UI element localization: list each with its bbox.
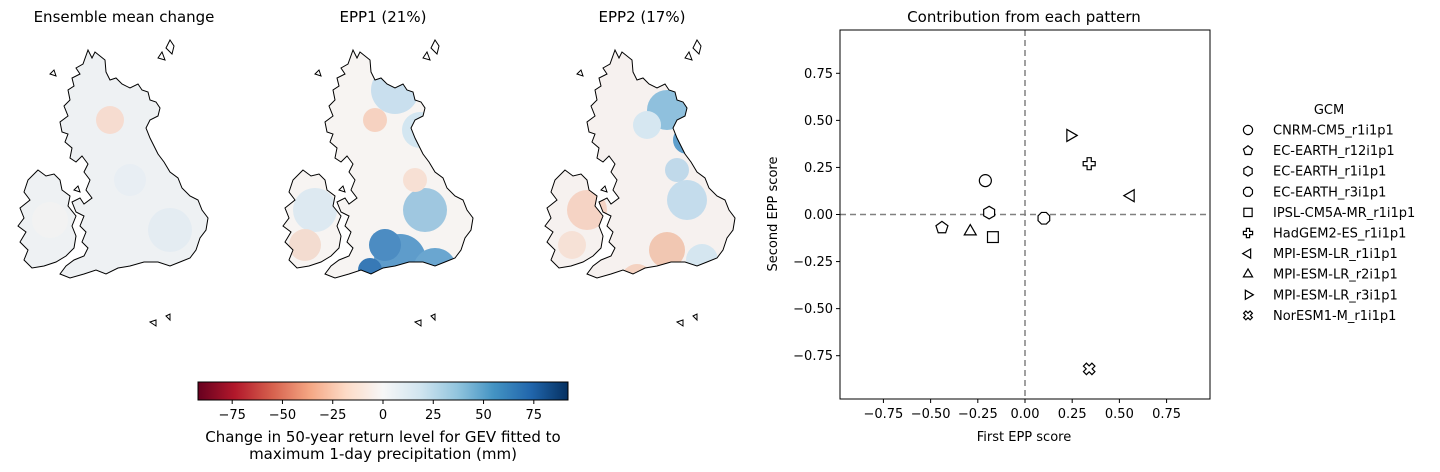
legend-item: MPI-ESM-LR_r2i1p1 [1242,267,1398,283]
x-tick-label: 0.50 [1105,407,1134,422]
x-tick-label: −0.75 [863,407,903,422]
legend-marker [1244,289,1255,301]
legend-label: EC-EARTH_r12i1p1 [1273,144,1395,159]
scatter-title: Contribution from each pattern [907,8,1141,26]
map-panel-ensemble-mean: Ensemble mean change [17,8,215,327]
legend-label: CNRM-CM5_r1i1p1 [1273,124,1394,139]
y-tick-label: 0.50 [804,114,833,129]
map-field [283,50,473,278]
legend-item: NorESM1-M_r1i1p1 [1242,309,1396,324]
x-tick-label: −0.50 [911,407,951,422]
legend-label: MPI-ESM-LR_r1i1p1 [1273,247,1398,262]
colorbar-tick-label: −25 [319,408,346,423]
reference-lines [840,30,1210,399]
colorbar-tick-label: −50 [269,408,296,423]
legend-item: CNRM-CM5_r1i1p1 [1242,124,1394,139]
colorbar-label-line2: maximum 1-day precipitation (mm) [249,445,517,463]
plot-frame [839,29,1211,400]
legend-title: GCM [1314,103,1344,118]
legend-item: MPI-ESM-LR_r3i1p1 [1244,288,1398,303]
y-tick-label: −0.75 [793,349,833,364]
scatter-point [1037,211,1051,225]
legend-label: HadGEM2-ES_r1i1p1 [1273,227,1406,242]
x-tick-label: 0.00 [1011,407,1040,422]
colorbar-tick-label: 50 [475,408,492,423]
legend-item: EC-EARTH_r3i1p1 [1242,185,1386,200]
legend-item: EC-EARTH_r12i1p1 [1242,144,1395,159]
scatter-point [1122,188,1135,203]
legend-marker [1242,186,1254,197]
scatter-point [1082,362,1096,376]
x-tick-label: 0.25 [1058,407,1087,422]
legend-item: MPI-ESM-LR_r1i1p1 [1241,247,1398,262]
y-tick-label: −0.25 [793,255,833,270]
y-axis-label: Second EPP score [766,157,781,272]
x-tick-label: 0.75 [1152,407,1181,422]
legend-marker [1242,310,1254,321]
legend-marker [1243,207,1253,218]
scatter-point [1082,157,1096,171]
y-tick-label: −0.50 [793,302,833,317]
colorbar-tick-label: 0 [379,408,387,423]
legend-marker [1242,124,1254,136]
y-tick-label: 0.25 [804,161,833,176]
legend-item: HadGEM2-ES_r1i1p1 [1242,227,1406,242]
axis-ticks: −0.75 −0.75 −0.50 −0.50 −0.25 −0.25 0.00 0.00 0.… [793,67,1181,422]
map-panel-epp2: EPP2 (17%) [544,8,736,327]
legend-item: EC-EARTH_r1i1p1 [1243,165,1386,180]
map-panel-epp1: EPP1 (21%) [282,8,474,327]
scatter-point [983,205,996,220]
scatter-plot: Contribution from each pattern −0.75−0.7… [766,8,1211,445]
legend-marker [1241,247,1252,260]
colorbar-gradient [197,381,569,401]
colorbar-tick-label: 75 [526,408,543,423]
scatter-point [978,174,992,188]
scatter-point [935,220,949,234]
legend-label: IPSL-CM5A-MR_r1i1p1 [1273,206,1415,221]
y-tick-label: 0.00 [804,208,833,223]
legend: GCM CNRM-CM5_r1i1p1 EC-EARTH_r12i1p1 EC-EA… [1241,103,1415,324]
colorbar-ticks: −75 −50 −25 0 25 50 75 [218,400,542,423]
scatter-point [963,223,978,236]
x-tick-label: −0.25 [958,407,998,422]
y-tick-label: 0.75 [804,67,833,82]
colorbar-tick-label: 25 [425,408,442,423]
map-title: EPP1 (21%) [340,8,427,26]
scatter-point [986,231,999,244]
legend-marker [1242,145,1254,156]
legend-label: EC-EARTH_r1i1p1 [1273,165,1386,180]
scatter-points [935,128,1135,376]
map-title: Ensemble mean change [34,8,215,26]
legend-items: CNRM-CM5_r1i1p1 EC-EARTH_r12i1p1 EC-EARTH_… [1241,124,1415,324]
legend-label: MPI-ESM-LR_r2i1p1 [1273,268,1398,283]
colorbar-label-line1: Change in 50-year return level for GEV f… [205,428,561,446]
legend-label: MPI-ESM-LR_r3i1p1 [1273,288,1398,303]
legend-item: IPSL-CM5A-MR_r1i1p1 [1243,206,1415,221]
legend-label: NorESM1-M_r1i1p1 [1273,309,1396,324]
legend-marker [1242,227,1254,239]
x-axis-label: First EPP score [977,430,1071,445]
map-title: EPP2 (17%) [599,8,686,26]
colorbar-tick-label: −75 [218,408,245,423]
legend-marker [1243,165,1253,177]
scatter-point [1066,128,1079,143]
map-field [545,50,735,278]
map-field [18,50,208,278]
legend-marker [1242,267,1254,278]
colorbar: −75 −50 −25 0 25 50 75 Change in 50-year retur… [197,381,569,463]
legend-label: EC-EARTH_r3i1p1 [1273,185,1386,200]
